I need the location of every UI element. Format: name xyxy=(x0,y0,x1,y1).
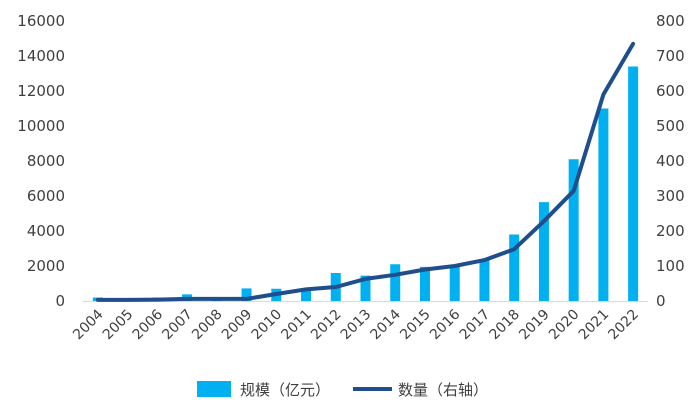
bar xyxy=(390,264,401,301)
legend-bar-swatch xyxy=(197,381,231,397)
x-tick-label: 2020 xyxy=(546,307,583,344)
bar xyxy=(241,288,252,301)
x-tick-label: 2016 xyxy=(427,306,464,343)
bar xyxy=(449,265,460,301)
x-tick-label: 2007 xyxy=(159,307,196,344)
bar xyxy=(301,289,312,301)
left-y-axis: 0 2000 4000 6000 8000 10000 12000 14000 16000 xyxy=(17,12,65,310)
line-series xyxy=(95,41,636,302)
left-tick-label: 6000 xyxy=(27,187,65,205)
legend-line-label: 数量（右轴） xyxy=(398,381,488,399)
right-tick-label: 500 xyxy=(656,117,685,135)
right-y-axis: 0 100 200 300 400 500 600 700 800 xyxy=(656,12,685,310)
x-tick-label: 2013 xyxy=(338,307,375,344)
right-tick-label: 0 xyxy=(656,292,666,310)
bar-series xyxy=(92,66,639,301)
x-tick-label: 2009 xyxy=(219,307,256,344)
left-tick-label: 14000 xyxy=(17,47,65,65)
left-tick-label: 4000 xyxy=(27,222,65,240)
right-tick-label: 700 xyxy=(656,47,685,65)
legend-bar-label: 规模（亿元） xyxy=(240,381,330,399)
x-tick-label: 2008 xyxy=(189,307,226,344)
bar xyxy=(419,266,430,301)
bar xyxy=(598,108,609,301)
bar xyxy=(538,202,549,301)
x-tick-label: 2022 xyxy=(605,307,642,344)
legend: 规模（亿元） 数量（右轴） xyxy=(197,381,488,399)
bar xyxy=(568,159,579,301)
left-tick-label: 12000 xyxy=(17,82,65,100)
x-tick-label: 2015 xyxy=(397,307,434,344)
x-tick-label: 2017 xyxy=(457,307,494,344)
left-tick-label: 10000 xyxy=(17,117,65,135)
right-tick-label: 200 xyxy=(656,222,685,240)
bar xyxy=(360,275,371,301)
right-tick-label: 400 xyxy=(656,152,685,170)
x-tick-label: 2021 xyxy=(576,307,613,344)
x-tick-label: 2019 xyxy=(516,307,553,344)
x-tick-label: 2005 xyxy=(100,307,137,344)
x-axis: 2004200520062007200820092010201120122013… xyxy=(70,306,642,343)
bar xyxy=(628,66,639,301)
x-tick-label: 2010 xyxy=(249,307,286,344)
x-tick-label: 2014 xyxy=(368,306,405,343)
left-tick-label: 16000 xyxy=(17,12,65,30)
x-tick-label: 2004 xyxy=(70,306,107,343)
x-tick-label: 2018 xyxy=(486,307,523,344)
left-tick-label: 0 xyxy=(55,292,65,310)
right-tick-label: 600 xyxy=(656,82,685,100)
x-tick-label: 2011 xyxy=(278,307,315,344)
bar xyxy=(479,259,490,301)
right-tick-label: 300 xyxy=(656,187,685,205)
x-tick-label: 2006 xyxy=(130,306,167,343)
x-tick-label: 2012 xyxy=(308,307,345,344)
right-tick-label: 100 xyxy=(656,257,685,275)
left-tick-label: 2000 xyxy=(27,257,65,275)
left-tick-label: 8000 xyxy=(27,152,65,170)
bar xyxy=(509,234,520,301)
right-tick-label: 800 xyxy=(656,12,685,30)
